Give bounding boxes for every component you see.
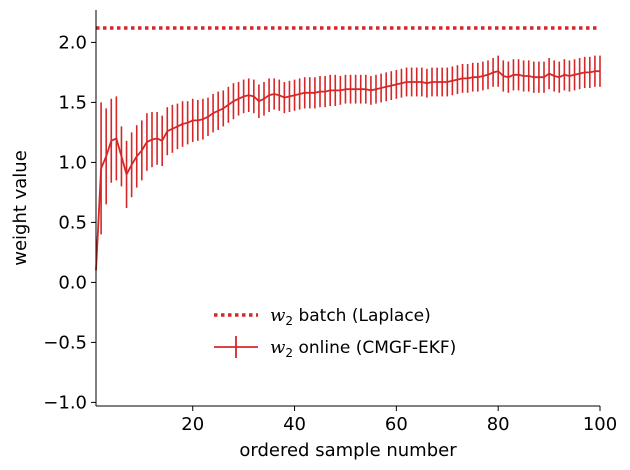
y-axis-label: weight value <box>10 150 31 266</box>
legend-subscript-online: 2 <box>285 346 293 360</box>
legend: w2 batch (Laplace) w2 online (CMGF-EKF) <box>214 305 456 360</box>
y-tick-label: −0.5 <box>43 332 87 353</box>
legend-label-batch: w2 batch (Laplace) <box>270 305 431 328</box>
legend-entry-batch: w2 batch (Laplace) <box>214 305 431 328</box>
legend-symbol-batch: w <box>270 305 286 326</box>
y-tick-label: 0.0 <box>58 272 87 293</box>
y-tick-label: 2.0 <box>58 32 87 53</box>
legend-symbol-online: w <box>270 337 286 358</box>
x-tick-label: 80 <box>487 414 510 435</box>
x-tick-label: 60 <box>385 414 408 435</box>
plot-area <box>95 26 601 271</box>
x-axis-label: ordered sample number <box>239 440 457 461</box>
x-tick-label: 100 <box>583 414 617 435</box>
legend-text-online: online (CMGF-EKF) <box>293 338 456 358</box>
x-tick-label: 40 <box>283 414 306 435</box>
ticks: 20 40 60 80 100 −1.0 −0.5 0.0 0.5 1.0 1.5 2.0 <box>43 32 617 435</box>
online-series-line <box>95 70 600 271</box>
y-tick-label: 1.0 <box>58 152 87 173</box>
axes <box>95 10 600 407</box>
y-tick-label: 1.5 <box>58 92 87 113</box>
legend-subscript-batch: 2 <box>285 314 293 328</box>
legend-label-online: w2 online (CMGF-EKF) <box>270 337 456 360</box>
x-tick-label: 20 <box>181 414 204 435</box>
legend-text-batch: batch (Laplace) <box>293 306 431 326</box>
legend-entry-online: w2 online (CMGF-EKF) <box>214 336 456 360</box>
y-tick-label: 0.5 <box>58 212 87 233</box>
y-tick-label: −1.0 <box>43 392 87 413</box>
